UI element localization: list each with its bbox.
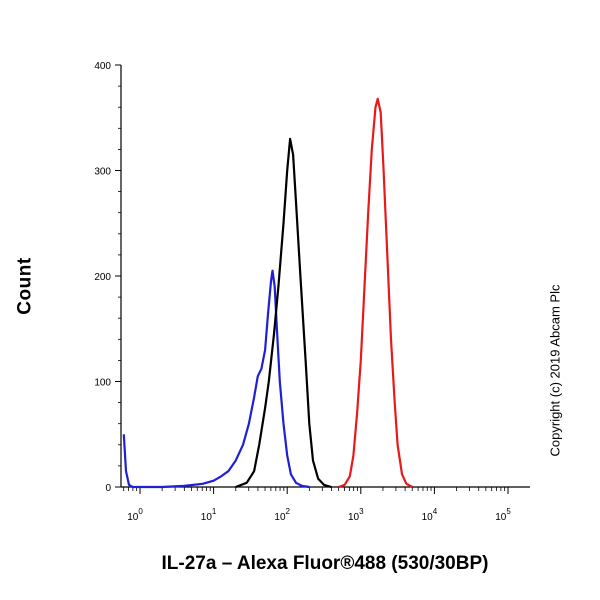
histogram-series-3: [338, 97, 413, 489]
y-tick-label-400: 400: [94, 61, 111, 72]
x-tick-label-3: 103: [348, 507, 364, 523]
x-tick-label-5: 105: [495, 507, 511, 523]
y-tick-label-0: 0: [105, 483, 111, 494]
chart-axes: [120, 65, 530, 488]
y-tick-label-300: 300: [94, 167, 111, 178]
y-axis-label-box: Count: [6, 236, 46, 336]
x-ticks: 100 101 102 103 104 105: [123, 487, 511, 523]
copyright-box: Copyright (c) 2019 Abcam Plc: [535, 250, 575, 490]
chart-series: [122, 97, 413, 489]
x-axis-label: IL-27a – Alexa Fluor®488 (530/30BP): [161, 553, 489, 574]
histogram-series-1: [122, 269, 310, 489]
histogram-series-2: [235, 137, 332, 489]
y-ticks: 0 100 200 300 400: [94, 61, 121, 494]
x-tick-label-4: 104: [422, 507, 438, 523]
x-tick-label-2: 102: [274, 507, 290, 523]
y-axis-label: Count: [15, 257, 36, 315]
copyright-notice: Copyright (c) 2019 Abcam Plc: [547, 284, 563, 456]
y-tick-label-100: 100: [94, 378, 111, 389]
x-tick-label-1: 101: [201, 507, 217, 523]
x-tick-label-0: 100: [127, 507, 143, 523]
y-tick-label-200: 200: [94, 272, 111, 283]
